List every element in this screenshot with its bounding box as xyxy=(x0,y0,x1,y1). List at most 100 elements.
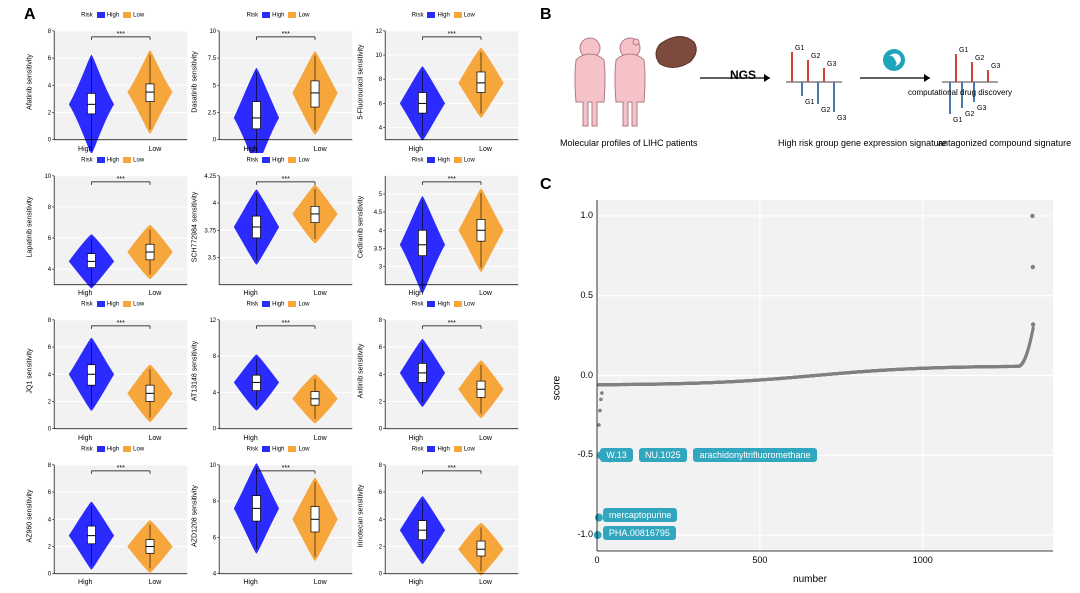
svg-text:G1: G1 xyxy=(805,99,814,106)
svg-text:8: 8 xyxy=(48,462,52,468)
violin-legend: RiskHighLow xyxy=(197,301,358,308)
svg-text:0: 0 xyxy=(48,571,52,577)
svg-text:***: *** xyxy=(117,320,125,327)
svg-text:***: *** xyxy=(282,320,290,327)
panel-b-ngs: NGS xyxy=(730,68,756,82)
svg-text:G1: G1 xyxy=(953,117,962,124)
violin-axitinib: 02468***RiskHighLowAxitinib sensitivityH… xyxy=(363,301,524,442)
svg-text:0: 0 xyxy=(48,427,52,433)
violin-ylabel: Afatinib sensitivity xyxy=(27,54,34,110)
violin-xlabels: HighLow xyxy=(381,435,520,442)
violin-legend: RiskHighLow xyxy=(197,446,358,453)
svg-text:0: 0 xyxy=(48,138,52,144)
violin-ylabel: AZ960 sensitivity xyxy=(27,489,34,542)
svg-text:6: 6 xyxy=(378,490,382,496)
svg-text:2: 2 xyxy=(378,544,382,550)
svg-text:6: 6 xyxy=(378,345,382,351)
violin-xlabels: HighLow xyxy=(50,290,189,297)
svg-text:***: *** xyxy=(117,464,125,471)
svg-text:8: 8 xyxy=(213,499,217,505)
svg-text:4: 4 xyxy=(378,228,382,234)
violin-lapatinib: 46810***RiskHighLowLapatinib sensitivity… xyxy=(32,157,193,298)
violin-ylabel: Axitinib sensitivity xyxy=(357,344,364,399)
panel-b-caption-left: Molecular profiles of LIHC patients xyxy=(560,138,698,148)
violin-afatinib: 02468***RiskHighLowAfatinib sensitivityH… xyxy=(32,12,193,153)
violin-xlabels: HighLow xyxy=(215,435,354,442)
svg-text:5: 5 xyxy=(378,191,382,197)
svg-text:4: 4 xyxy=(48,517,52,523)
c-ytick: -0.5 xyxy=(567,449,593,459)
svg-text:G3: G3 xyxy=(827,61,836,68)
violin-xlabels: HighLow xyxy=(50,579,189,586)
violin-dasatinib: 02.557.510***RiskHighLowDasatinib sensit… xyxy=(197,12,358,153)
c-xtick: 0 xyxy=(582,555,612,565)
svg-text:6: 6 xyxy=(48,236,52,242)
svg-text:***: *** xyxy=(117,31,125,38)
c-xtick: 500 xyxy=(745,555,775,565)
svg-text:***: *** xyxy=(282,464,290,471)
panel-b-caption-mid: High risk group gene expression signatur… xyxy=(778,138,947,148)
svg-text:4: 4 xyxy=(48,372,52,378)
svg-text:4.25: 4.25 xyxy=(205,173,217,179)
violin-ylabel: AT13148 sensitivity xyxy=(192,341,199,401)
svg-text:8: 8 xyxy=(378,318,382,324)
violin-ylabel: 5-Fluorouracil sensitivity xyxy=(357,45,364,120)
panel-c: score number W.13NU.1025arachidonyltrifl… xyxy=(555,190,1065,585)
c-ytick: 1.0 xyxy=(567,210,593,220)
svg-text:0: 0 xyxy=(378,571,382,577)
svg-text:6: 6 xyxy=(48,490,52,496)
c-ytick: -1.0 xyxy=(567,529,593,539)
panel-b-caption-right: antagonized compound signature xyxy=(938,138,1071,148)
violin-jq1: 02468***RiskHighLowJQ1 sensitivityHighLo… xyxy=(32,301,193,442)
svg-text:4: 4 xyxy=(378,372,382,378)
svg-text:G1: G1 xyxy=(959,47,968,54)
panel-c-xlabel: number xyxy=(793,574,827,585)
violin-legend: RiskHighLow xyxy=(363,157,524,164)
panel-b-compdrug: computational drug discovery xyxy=(908,88,1012,97)
violin-xlabels: HighLow xyxy=(215,146,354,153)
svg-text:***: *** xyxy=(117,175,125,182)
violin-legend: RiskHighLow xyxy=(197,157,358,164)
svg-text:2: 2 xyxy=(48,400,52,406)
drug-label-1: NU.1025 xyxy=(639,448,687,462)
violin-legend: RiskHighLow xyxy=(32,446,193,453)
violin-ylabel: SCH772984 sensitivity xyxy=(192,192,199,262)
panel-label-c: C xyxy=(540,176,552,194)
svg-text:4: 4 xyxy=(213,201,217,207)
svg-text:7.5: 7.5 xyxy=(208,56,217,62)
violin-at13148: 04812***RiskHighLowAT13148 sensitivityHi… xyxy=(197,301,358,442)
svg-text:G2: G2 xyxy=(965,111,974,118)
svg-text:6: 6 xyxy=(378,101,382,107)
svg-text:6: 6 xyxy=(213,535,217,541)
svg-text:G3: G3 xyxy=(991,63,1000,70)
svg-text:5: 5 xyxy=(213,83,217,89)
violin-sch772984: 3.53.7544.25***RiskHighLowSCH772984 sens… xyxy=(197,157,358,298)
violin-ylabel: Lapatinib sensitivity xyxy=(27,196,34,257)
violin-ylabel: AZD1208 sensitivity xyxy=(192,485,199,547)
violin-xlabels: HighLow xyxy=(215,290,354,297)
svg-text:0: 0 xyxy=(213,138,217,144)
violin-xlabels: HighLow xyxy=(50,146,189,153)
violin-xlabels: HighLow xyxy=(215,579,354,586)
svg-text:8: 8 xyxy=(48,29,52,35)
violin-legend: RiskHighLow xyxy=(32,12,193,19)
c-xtick: 1000 xyxy=(908,555,938,565)
svg-text:***: *** xyxy=(447,320,455,327)
violin-xlabels: HighLow xyxy=(381,146,520,153)
panel-label-b: B xyxy=(540,6,552,24)
svg-text:10: 10 xyxy=(375,53,382,59)
svg-text:8: 8 xyxy=(213,354,217,360)
violin-xlabels: HighLow xyxy=(381,579,520,586)
svg-text:4: 4 xyxy=(378,126,382,132)
svg-text:3.5: 3.5 xyxy=(373,246,382,252)
svg-text:3.5: 3.5 xyxy=(208,255,217,261)
violin-ylabel: JQ1 sensitivity xyxy=(27,349,34,394)
svg-text:4: 4 xyxy=(48,83,52,89)
drug-label-0: W.13 xyxy=(600,448,633,462)
svg-text:***: *** xyxy=(447,31,455,38)
svg-text:***: *** xyxy=(447,175,455,182)
c-ytick: 0.5 xyxy=(567,290,593,300)
svg-text:8: 8 xyxy=(48,204,52,210)
violin-ylabel: Cediranib sensitivity xyxy=(357,196,364,258)
violin-irinotecan: 02468***RiskHighLowIrinotecan sensitivit… xyxy=(363,446,524,587)
